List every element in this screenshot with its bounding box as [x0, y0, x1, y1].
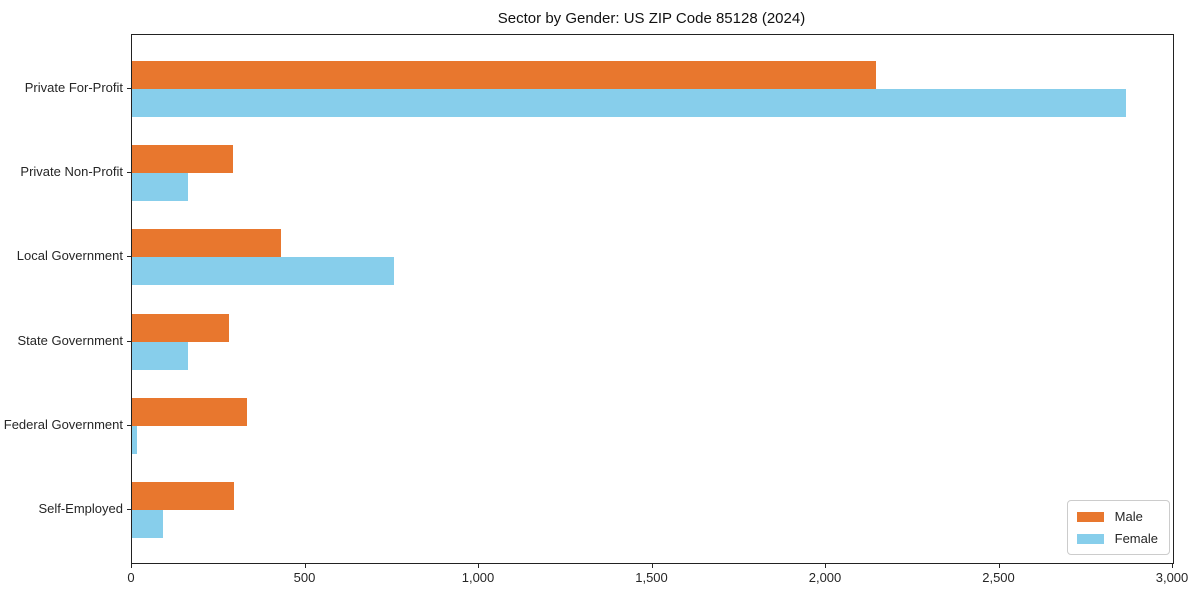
y-tick-label: Private For-Profit	[24, 80, 123, 95]
x-tick-mark	[651, 564, 653, 568]
y-tick-label: Local Government	[16, 248, 123, 264]
x-tick-mark	[998, 564, 1000, 568]
x-tick-mark	[131, 564, 132, 568]
y-tick-label: State Government	[17, 332, 124, 348]
bar-male-private-non-profit	[132, 145, 233, 174]
x-tick-label: 2,500	[982, 570, 1015, 585]
y-tick-label: Private Non-Profit	[20, 164, 123, 180]
plot-area: Male Female	[131, 34, 1174, 564]
x-tick-mark	[304, 564, 306, 568]
x-tick-label: 1,000	[461, 570, 495, 585]
y-tick-mark	[127, 340, 131, 342]
bar-female-state-government	[132, 341, 188, 370]
legend-entry-male: Male	[1076, 509, 1158, 524]
y-tick-mark	[127, 172, 131, 174]
legend-label-female: Female	[1114, 531, 1158, 546]
bar-female-local-government	[132, 257, 394, 286]
legend-label-male: Male	[1114, 509, 1143, 524]
bar-male-state-government	[132, 313, 230, 342]
bar-female-private-non-profit	[132, 173, 188, 202]
y-tick-mark	[127, 88, 131, 89]
y-tick-mark	[127, 256, 131, 258]
bar-male-federal-government	[132, 397, 247, 426]
x-tick-label: 3,000	[1155, 570, 1189, 585]
y-tick-label: Federal Government	[3, 416, 123, 432]
female-swatch-icon	[1076, 533, 1104, 544]
bar-female-private-for-profit	[132, 89, 1127, 117]
x-tick-label: 0	[127, 570, 135, 585]
bar-male-self-employed	[132, 482, 235, 510]
legend: Male Female	[1066, 500, 1170, 555]
y-tick-mark	[127, 424, 131, 426]
x-tick-mark	[478, 564, 479, 568]
x-tick-mark	[825, 564, 826, 568]
x-tick-mark	[1172, 564, 1173, 568]
x-tick-label: 500	[293, 570, 316, 585]
y-tick-label: Self-Employed	[38, 501, 123, 516]
legend-entry-female: Female	[1076, 531, 1158, 546]
bar-female-self-employed	[132, 510, 164, 538]
chart-title: Sector by Gender: US ZIP Code 85128 (202…	[497, 10, 806, 27]
bar-male-local-government	[132, 229, 282, 258]
bar-female-federal-government	[132, 425, 138, 454]
bar-male-private-for-profit	[132, 61, 877, 89]
male-swatch-icon	[1076, 511, 1104, 522]
x-tick-label: 2,000	[808, 570, 842, 585]
y-tick-mark	[127, 509, 131, 510]
x-tick-label: 1,500	[635, 570, 668, 585]
